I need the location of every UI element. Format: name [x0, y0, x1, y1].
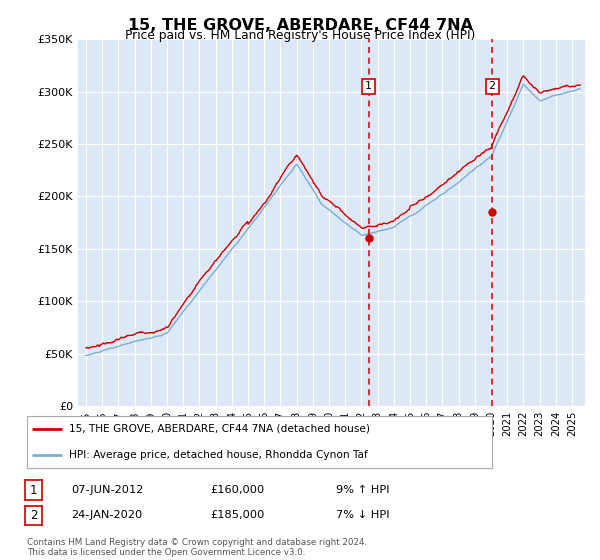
Text: 1: 1: [30, 483, 37, 497]
Text: Contains HM Land Registry data © Crown copyright and database right 2024.
This d: Contains HM Land Registry data © Crown c…: [27, 538, 367, 557]
Text: 2: 2: [488, 81, 496, 91]
Text: 07-JUN-2012: 07-JUN-2012: [71, 485, 143, 495]
Text: £185,000: £185,000: [210, 510, 265, 520]
Text: HPI: Average price, detached house, Rhondda Cynon Taf: HPI: Average price, detached house, Rhon…: [69, 450, 368, 460]
Text: £160,000: £160,000: [210, 485, 264, 495]
Text: 24-JAN-2020: 24-JAN-2020: [71, 510, 142, 520]
Text: 9% ↑ HPI: 9% ↑ HPI: [336, 485, 389, 495]
Text: 2: 2: [30, 508, 37, 522]
Text: Price paid vs. HM Land Registry's House Price Index (HPI): Price paid vs. HM Land Registry's House …: [125, 29, 475, 42]
Text: 1: 1: [365, 81, 372, 91]
Text: 15, THE GROVE, ABERDARE, CF44 7NA: 15, THE GROVE, ABERDARE, CF44 7NA: [128, 18, 473, 33]
Text: 7% ↓ HPI: 7% ↓ HPI: [336, 510, 389, 520]
Text: 15, THE GROVE, ABERDARE, CF44 7NA (detached house): 15, THE GROVE, ABERDARE, CF44 7NA (detac…: [69, 423, 370, 433]
